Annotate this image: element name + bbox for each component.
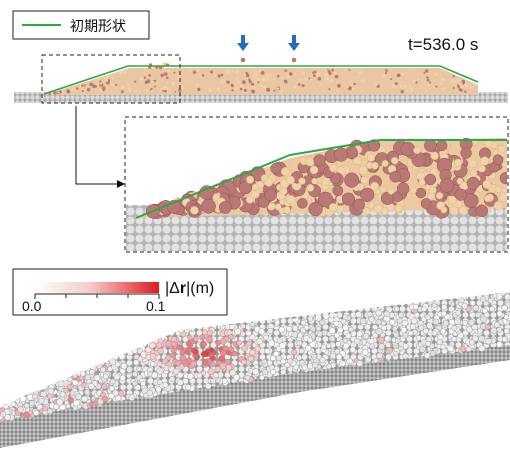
legend-label: 初期形状 <box>70 18 126 35</box>
displacement-rail-base <box>0 342 510 448</box>
zoom-connector-arrow <box>75 106 125 188</box>
colorbar: 0.0 0.1 |Δr|(m) <box>12 268 228 316</box>
zoom-region-box <box>41 54 181 104</box>
time-label: t=536.0 s <box>408 35 478 54</box>
overview-embankment-body <box>44 68 478 95</box>
arrow-marker-2 <box>288 35 300 63</box>
overview-particle-cluster <box>48 62 474 95</box>
inset-frame <box>124 116 509 253</box>
colorbar-min-label: 0.0 <box>22 298 42 314</box>
legend-box: 初期形状 <box>12 10 150 40</box>
inset-initial-shape-line <box>135 139 507 219</box>
overview-initial-shape-line <box>43 65 479 95</box>
arrow-marker-1 <box>237 35 249 63</box>
displacement-view <box>0 292 510 448</box>
overview-base-layer <box>14 92 508 103</box>
colorbar-max-label: 0.1 <box>146 298 166 314</box>
colorbar-title: |Δr|(m) <box>165 280 214 297</box>
colorbar-gradient <box>35 282 159 293</box>
zoom-inset <box>124 116 509 253</box>
embankment-overview <box>14 35 508 104</box>
